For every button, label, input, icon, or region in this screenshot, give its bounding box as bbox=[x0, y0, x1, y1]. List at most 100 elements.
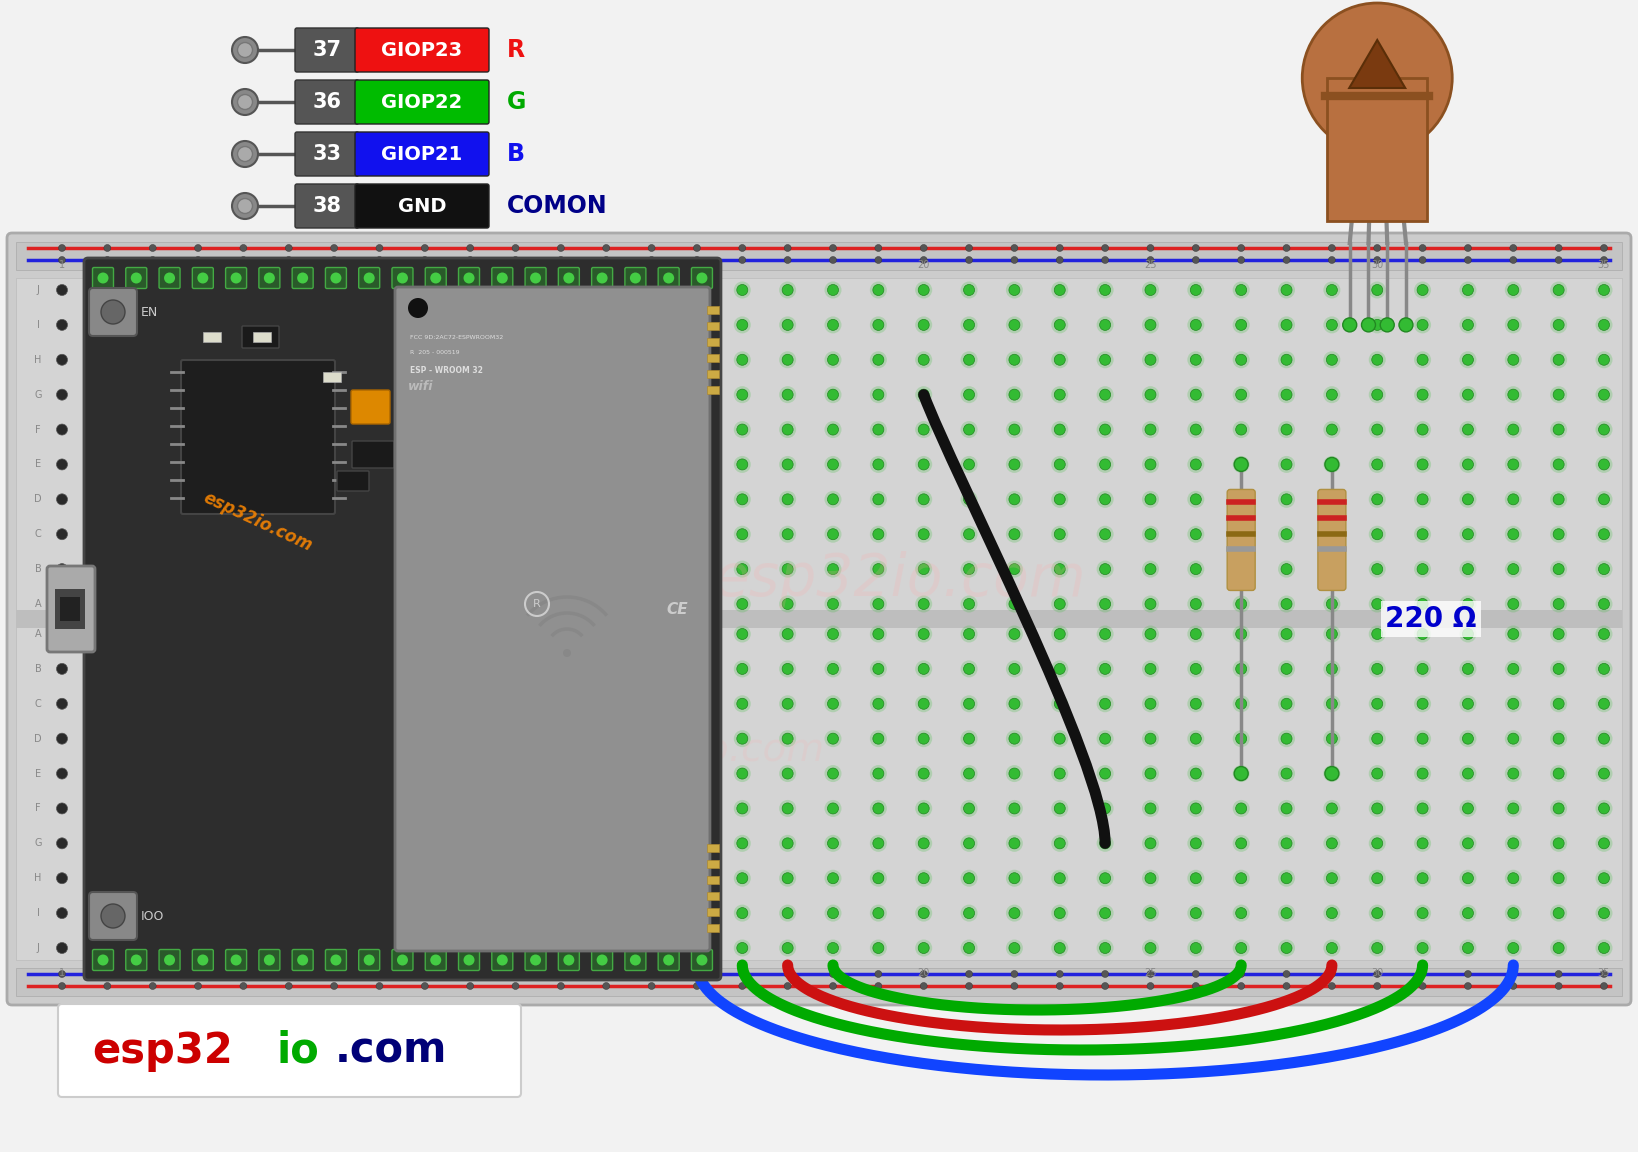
Circle shape bbox=[1369, 730, 1386, 748]
Circle shape bbox=[1600, 244, 1607, 251]
Circle shape bbox=[916, 626, 932, 643]
Text: 36: 36 bbox=[313, 92, 341, 112]
Circle shape bbox=[1463, 803, 1474, 814]
Circle shape bbox=[875, 257, 881, 264]
Circle shape bbox=[873, 838, 885, 849]
Circle shape bbox=[1006, 835, 1022, 851]
Circle shape bbox=[1238, 970, 1245, 978]
Circle shape bbox=[916, 835, 932, 851]
Circle shape bbox=[1553, 458, 1564, 470]
Circle shape bbox=[193, 664, 203, 674]
Circle shape bbox=[329, 599, 339, 609]
Circle shape bbox=[555, 319, 567, 331]
Circle shape bbox=[734, 420, 750, 438]
Circle shape bbox=[1510, 244, 1517, 251]
Circle shape bbox=[1188, 596, 1204, 613]
Circle shape bbox=[827, 698, 839, 710]
Circle shape bbox=[1505, 281, 1522, 298]
Circle shape bbox=[873, 629, 885, 639]
Circle shape bbox=[1464, 983, 1471, 990]
Circle shape bbox=[1369, 525, 1386, 543]
Circle shape bbox=[824, 491, 842, 508]
Circle shape bbox=[1145, 529, 1156, 540]
Circle shape bbox=[1233, 317, 1250, 333]
Circle shape bbox=[149, 244, 156, 251]
Circle shape bbox=[649, 983, 655, 990]
Circle shape bbox=[1009, 629, 1020, 639]
Circle shape bbox=[373, 629, 385, 639]
Circle shape bbox=[1235, 563, 1247, 575]
Circle shape bbox=[916, 386, 932, 403]
Circle shape bbox=[824, 351, 842, 369]
Circle shape bbox=[1324, 561, 1340, 577]
Circle shape bbox=[824, 456, 842, 473]
FancyBboxPatch shape bbox=[359, 949, 380, 970]
Circle shape bbox=[1052, 799, 1068, 817]
Circle shape bbox=[1006, 696, 1022, 712]
Circle shape bbox=[1006, 660, 1022, 677]
Circle shape bbox=[1417, 908, 1428, 918]
Circle shape bbox=[1414, 456, 1432, 473]
Circle shape bbox=[960, 561, 978, 577]
Circle shape bbox=[329, 563, 339, 575]
Circle shape bbox=[1463, 563, 1474, 575]
Circle shape bbox=[1011, 244, 1017, 251]
Circle shape bbox=[231, 273, 241, 283]
Circle shape bbox=[1233, 730, 1250, 748]
Circle shape bbox=[734, 730, 750, 748]
Circle shape bbox=[1371, 355, 1382, 365]
Circle shape bbox=[734, 525, 750, 543]
Circle shape bbox=[555, 629, 567, 639]
Circle shape bbox=[919, 529, 929, 540]
Circle shape bbox=[691, 424, 703, 435]
Circle shape bbox=[56, 733, 67, 744]
Circle shape bbox=[1192, 983, 1199, 990]
Text: EN: EN bbox=[141, 305, 159, 318]
Circle shape bbox=[960, 491, 978, 508]
Circle shape bbox=[1006, 491, 1022, 508]
Circle shape bbox=[1325, 457, 1338, 471]
Circle shape bbox=[1009, 285, 1020, 296]
Circle shape bbox=[239, 970, 247, 978]
Circle shape bbox=[601, 319, 611, 331]
Circle shape bbox=[1057, 970, 1063, 978]
Circle shape bbox=[1278, 730, 1296, 748]
Bar bbox=[16, 242, 1622, 270]
Circle shape bbox=[1463, 529, 1474, 540]
Circle shape bbox=[1147, 244, 1153, 251]
Circle shape bbox=[1281, 838, 1292, 849]
Circle shape bbox=[737, 458, 749, 470]
Circle shape bbox=[1324, 626, 1340, 643]
Circle shape bbox=[509, 494, 521, 505]
Circle shape bbox=[1463, 319, 1474, 331]
Circle shape bbox=[1324, 386, 1340, 403]
Circle shape bbox=[283, 733, 295, 744]
Circle shape bbox=[1145, 389, 1156, 400]
Circle shape bbox=[1191, 285, 1201, 296]
Circle shape bbox=[1009, 319, 1020, 331]
Circle shape bbox=[1099, 908, 1111, 918]
Circle shape bbox=[1235, 942, 1247, 954]
Circle shape bbox=[737, 803, 749, 814]
FancyBboxPatch shape bbox=[126, 949, 147, 970]
Text: GND: GND bbox=[398, 197, 446, 215]
Circle shape bbox=[783, 319, 793, 331]
Circle shape bbox=[1505, 870, 1522, 887]
Circle shape bbox=[829, 257, 837, 264]
Circle shape bbox=[238, 768, 249, 779]
Circle shape bbox=[373, 563, 385, 575]
Circle shape bbox=[1463, 599, 1474, 609]
Circle shape bbox=[960, 456, 978, 473]
Circle shape bbox=[1369, 626, 1386, 643]
Circle shape bbox=[1188, 317, 1204, 333]
Circle shape bbox=[649, 244, 655, 251]
Circle shape bbox=[1419, 244, 1427, 251]
Circle shape bbox=[691, 803, 703, 814]
FancyBboxPatch shape bbox=[1227, 490, 1255, 591]
Circle shape bbox=[1369, 940, 1386, 956]
Circle shape bbox=[1327, 599, 1337, 609]
Circle shape bbox=[783, 424, 793, 435]
Circle shape bbox=[824, 660, 842, 677]
Circle shape bbox=[780, 317, 796, 333]
FancyBboxPatch shape bbox=[1319, 490, 1346, 591]
